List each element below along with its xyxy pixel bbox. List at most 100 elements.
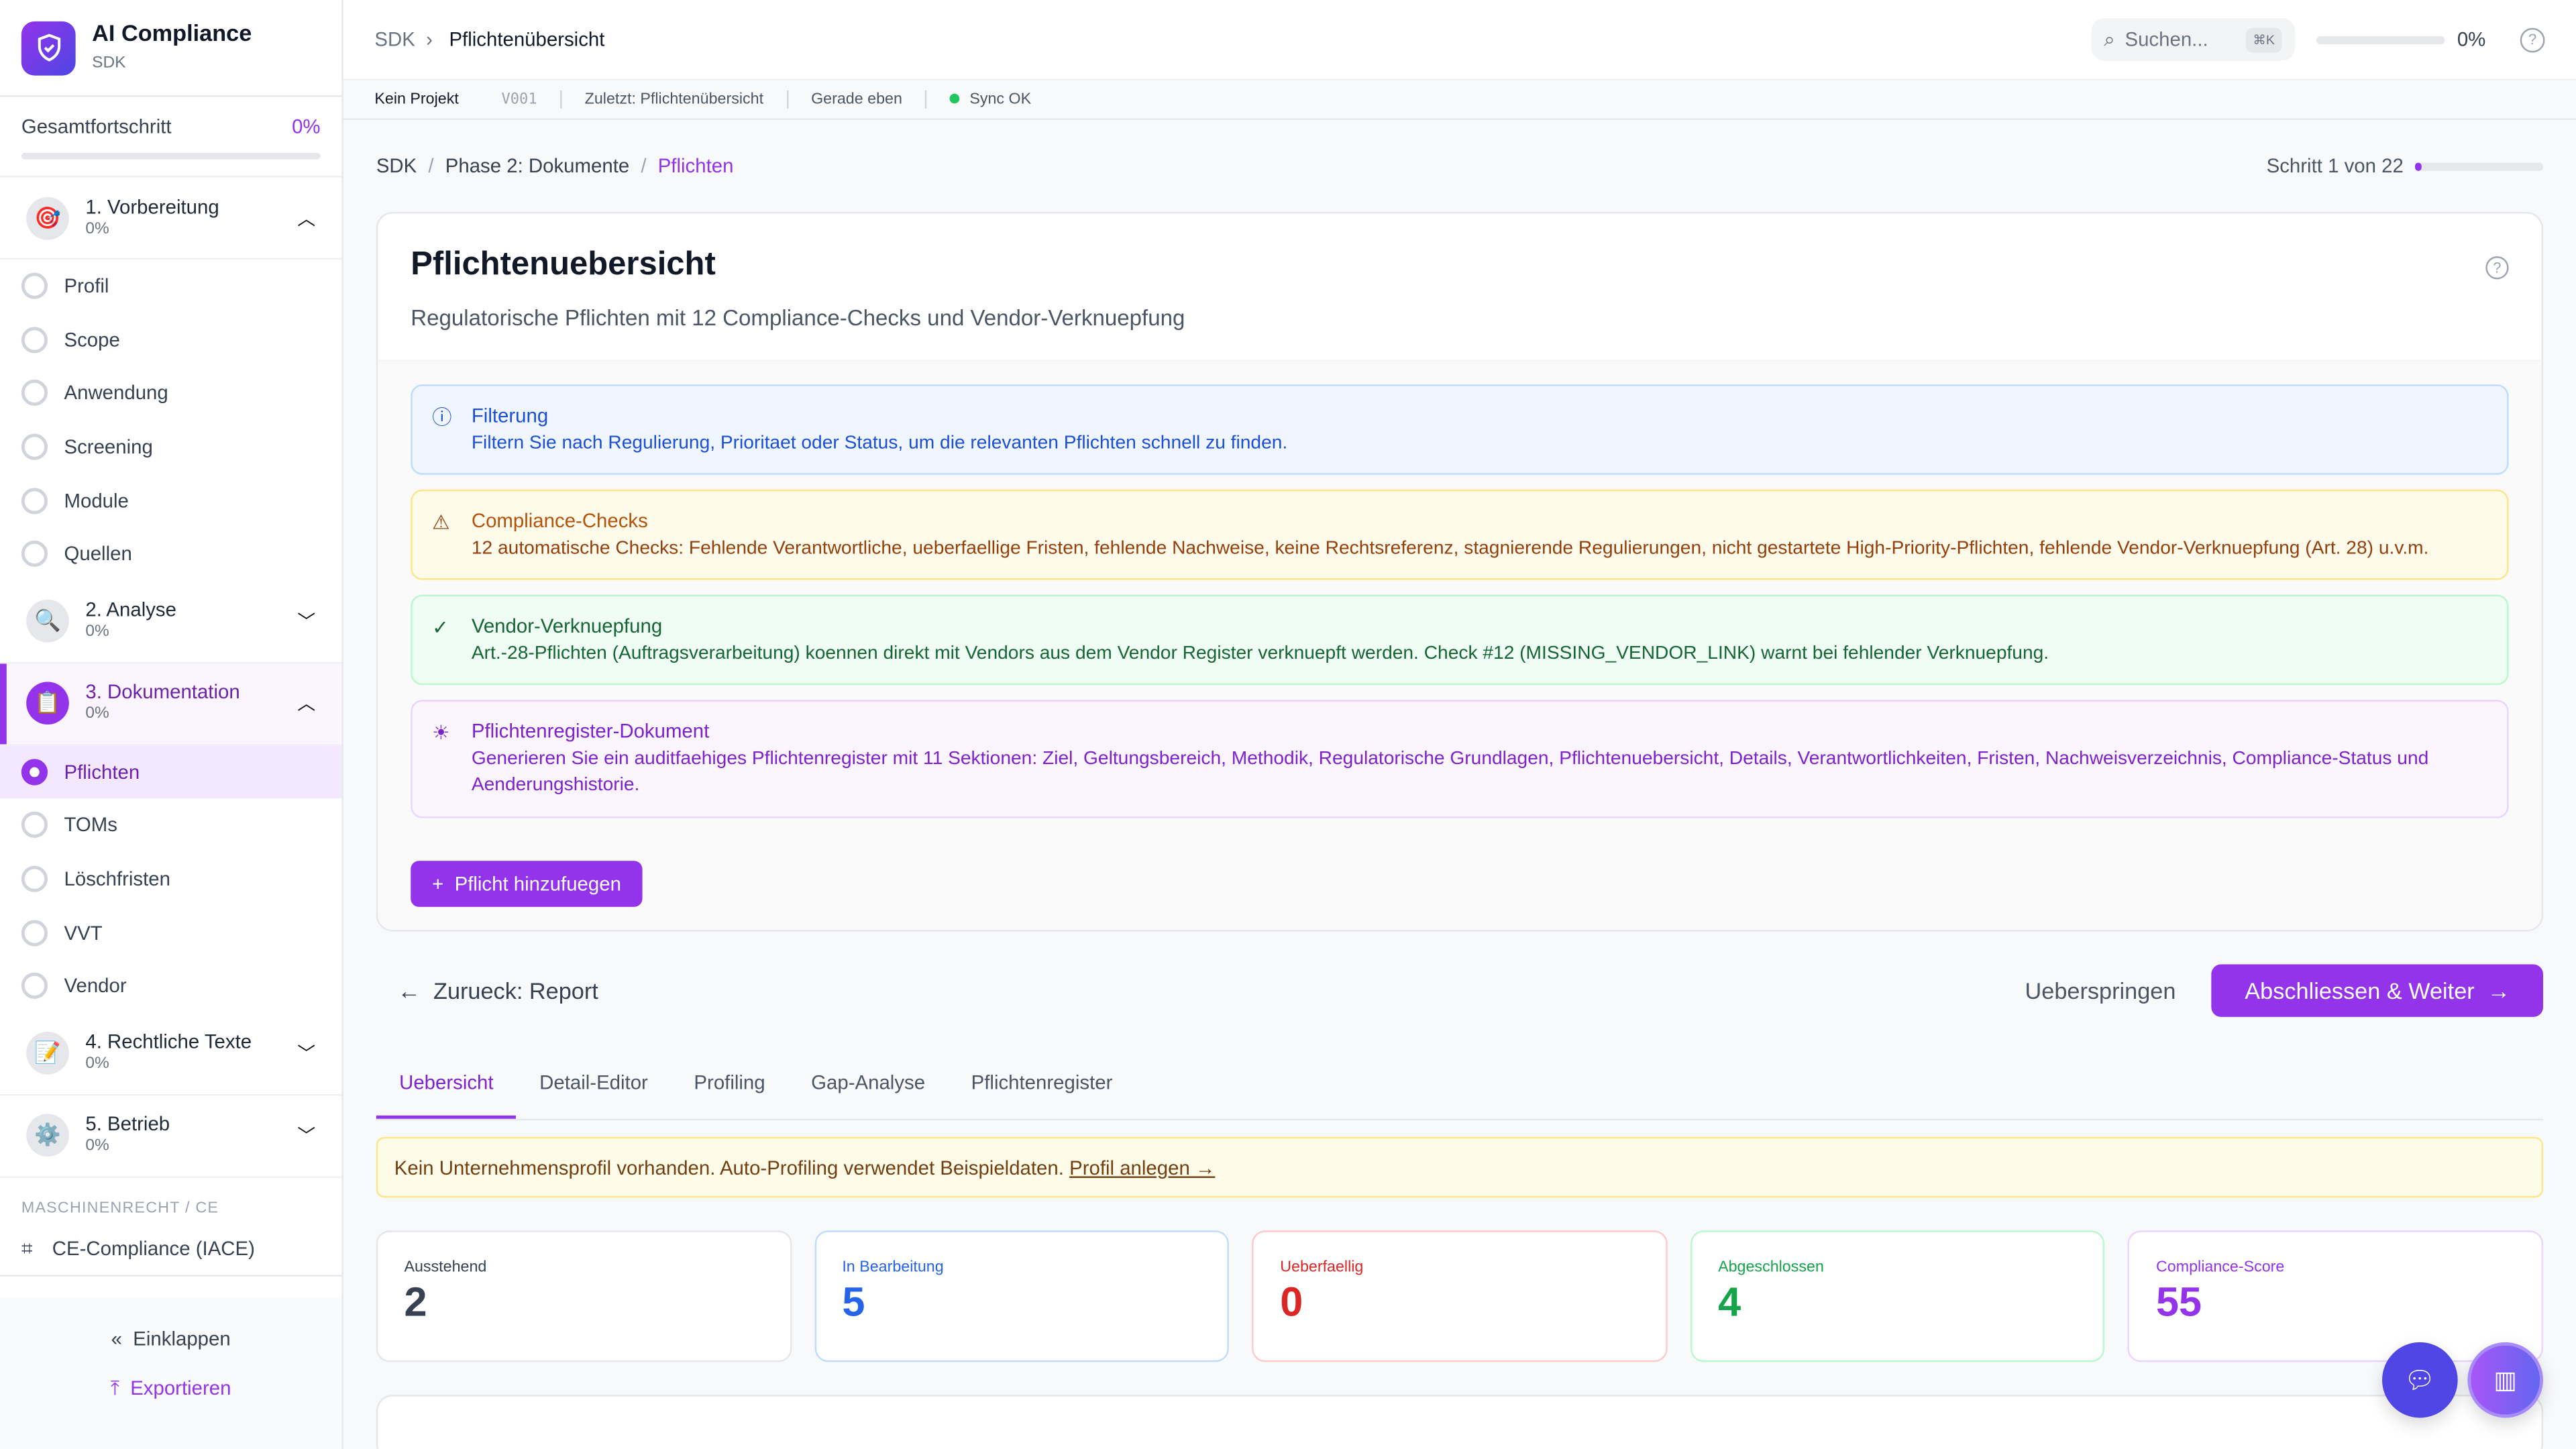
profile-warning-banner: Kein Unternehmensprofil vorhanden. Auto-… xyxy=(376,1136,2544,1197)
step-progress-bar xyxy=(2415,162,2544,170)
skip-button[interactable]: Ueberspringen xyxy=(2025,976,2176,1004)
tab-profiling[interactable]: Profiling xyxy=(694,1071,765,1095)
page-subtitle: Regulatorische Pflichten mit 12 Complian… xyxy=(411,305,1185,331)
sidebar-phase[interactable]: 📝 4. Rechtliche Texte 0% ﹀ xyxy=(0,1013,342,1095)
stat-label: Ausstehend xyxy=(404,1257,487,1276)
sidebar-step[interactable]: Module xyxy=(0,474,341,527)
step-status-icon xyxy=(21,327,48,354)
sidebar-phase[interactable]: 📋 3. Dokumentation 0% ︿ xyxy=(0,663,342,745)
app-subtitle: SDK xyxy=(92,54,126,72)
version: V001 xyxy=(501,91,537,108)
step-status-icon xyxy=(21,973,48,1000)
step-counter: Schritt 1 von 22 xyxy=(2266,154,2404,178)
stat-card: In Bearbeitung 5 xyxy=(814,1230,1230,1361)
lightbulb-icon: ☀ xyxy=(432,721,450,745)
collapse-button[interactable]: « Einklappen xyxy=(111,1327,231,1351)
project-name: Kein Projekt xyxy=(374,90,459,109)
back-button[interactable]: ← Zurueck: Report xyxy=(397,976,598,1004)
add-obligation-button[interactable]: + Pflicht hinzufuegen xyxy=(411,860,643,906)
help-icon[interactable]: ? xyxy=(2520,27,2545,52)
sidebar-item-ce-compliance[interactable]: ⌗ CE-Compliance (IACE) xyxy=(0,1226,342,1276)
sync-status: Sync OK xyxy=(925,90,1054,109)
step-status-icon xyxy=(21,433,48,460)
step-status-icon xyxy=(21,541,48,568)
phase-icon: 🎯 xyxy=(26,196,69,239)
export-button[interactable]: ⤒ Exportieren xyxy=(110,1377,231,1400)
sidebar-phase[interactable]: 🔍 2. Analyse 0% ﹀ xyxy=(0,581,342,663)
chevron-down-icon: ﹀ xyxy=(297,612,316,633)
help-icon[interactable]: ? xyxy=(2485,256,2509,280)
collapse-label: Einklappen xyxy=(133,1327,231,1351)
chevron-up-icon: ︿ xyxy=(297,209,316,229)
info-icon: ⓘ xyxy=(432,405,452,429)
status-bar: Kein Projekt V001 Zuletzt: Pflichtenübers… xyxy=(343,80,2576,120)
sidebar-step[interactable]: Screening xyxy=(0,420,341,474)
stat-card: Compliance-Score 55 xyxy=(2128,1230,2543,1361)
stat-value: 4 xyxy=(1718,1279,1741,1326)
step-status-icon xyxy=(21,812,48,839)
tab-detail-editor[interactable]: Detail-Editor xyxy=(539,1071,648,1095)
alert-register-document: ☀ Pflichtenregister-Dokument Generieren Si… xyxy=(411,700,2509,818)
progress-label: Gesamtfortschritt xyxy=(21,115,172,138)
shield-check-icon xyxy=(21,20,76,75)
sidebar-step[interactable]: Quellen xyxy=(0,527,341,581)
sidebar-phase[interactable]: ⚙️ 5. Betrieb 0% ﹀ xyxy=(0,1095,342,1177)
header-progress-value: 0% xyxy=(2457,28,2486,51)
alert-vendor-link: ✓ Vendor-Verknuepfung Art.-28-Pflichten (A… xyxy=(411,594,2509,686)
step-status-icon xyxy=(21,273,48,300)
check-circle-icon: ✓ xyxy=(432,616,449,639)
header-progress-bar xyxy=(2316,35,2445,44)
chevron-up-icon: ︿ xyxy=(297,695,316,715)
tab-overview[interactable]: Uebersicht xyxy=(376,1048,517,1119)
sidebar-step[interactable]: Anwendung xyxy=(0,367,341,421)
stat-card: Ausstehend 2 xyxy=(376,1230,792,1361)
crumb-root[interactable]: SDK xyxy=(374,28,415,51)
progress-value: 0% xyxy=(292,115,321,138)
sidebar-step[interactable]: Scope xyxy=(0,313,341,367)
stat-label: In Bearbeitung xyxy=(842,1257,944,1276)
sidebar-phase[interactable]: 🎯 1. Vorbereitung 0% ︿ xyxy=(0,177,342,260)
app-logo[interactable]: AI Compliance SDK xyxy=(0,0,342,97)
search-input[interactable]: ⌕ Suchen... ⌘K xyxy=(2090,17,2295,61)
obligations-list-card xyxy=(376,1393,2544,1449)
stat-label: Ueberfaellig xyxy=(1280,1257,1364,1276)
step-status-icon xyxy=(21,380,48,407)
crumb-phase[interactable]: Phase 2: Dokumente xyxy=(445,154,630,178)
export-label: Exportieren xyxy=(130,1377,231,1400)
tab-register[interactable]: Pflichtenregister xyxy=(971,1071,1113,1095)
stat-card: Ueberfaellig 0 xyxy=(1252,1230,1668,1361)
sidebar-step[interactable]: TOMs xyxy=(0,799,341,853)
last-visited: Zuletzt: Pflichtenübersicht xyxy=(559,90,786,109)
sidebar-step[interactable]: Löschfristen xyxy=(0,852,341,906)
stat-value: 55 xyxy=(2155,1279,2202,1326)
tab-bar: Uebersicht Detail-Editor Profiling Gap-A… xyxy=(376,1048,2544,1120)
tab-gap-analysis[interactable]: Gap-Analyse xyxy=(811,1071,926,1095)
page-title: Pflichtenuebersicht xyxy=(411,246,716,283)
progress-bar xyxy=(21,152,321,160)
shortcut-badge: ⌘K xyxy=(2246,27,2282,52)
panel-toggle-button[interactable]: ▥ xyxy=(2467,1342,2544,1418)
chat-button[interactable]: 💬︎ xyxy=(2382,1342,2458,1418)
complete-next-button[interactable]: Abschliessen & Weiter → xyxy=(2212,963,2544,1016)
stat-value: 2 xyxy=(404,1279,427,1326)
app-title: AI Compliance xyxy=(92,19,252,46)
stat-value: 0 xyxy=(1280,1279,1303,1326)
crumb-page: Pflichtenübersicht xyxy=(449,28,605,51)
chip-icon: ⌗ xyxy=(21,1236,33,1260)
sidebar-step[interactable]: Pflichten xyxy=(0,745,342,799)
phase-icon: 📝 xyxy=(26,1032,69,1075)
breadcrumb: SDK / Phase 2: Dokumente / Pflichten Schri… xyxy=(376,120,2544,212)
sidebar-step[interactable]: Vendor xyxy=(0,959,341,1013)
chat-icon: 💬︎ xyxy=(2404,1366,2436,1395)
chevron-down-icon: ﹀ xyxy=(297,1044,316,1065)
create-profile-link[interactable]: Profil anlegen → xyxy=(1069,1155,1216,1179)
crumb-sdk[interactable]: SDK xyxy=(376,154,417,178)
overall-progress: Gesamtfortschritt 0% xyxy=(0,97,342,178)
step-status-icon xyxy=(21,759,48,786)
search-placeholder: Suchen... xyxy=(2125,28,2208,51)
sidebar-step[interactable]: Profil xyxy=(0,260,341,313)
sidebar-step[interactable]: VVT xyxy=(0,906,341,959)
chevron-down-icon: ﹀ xyxy=(297,1127,316,1147)
stat-value: 5 xyxy=(842,1279,865,1326)
section-heading: MASCHINENRECHT / CE xyxy=(21,1198,219,1217)
